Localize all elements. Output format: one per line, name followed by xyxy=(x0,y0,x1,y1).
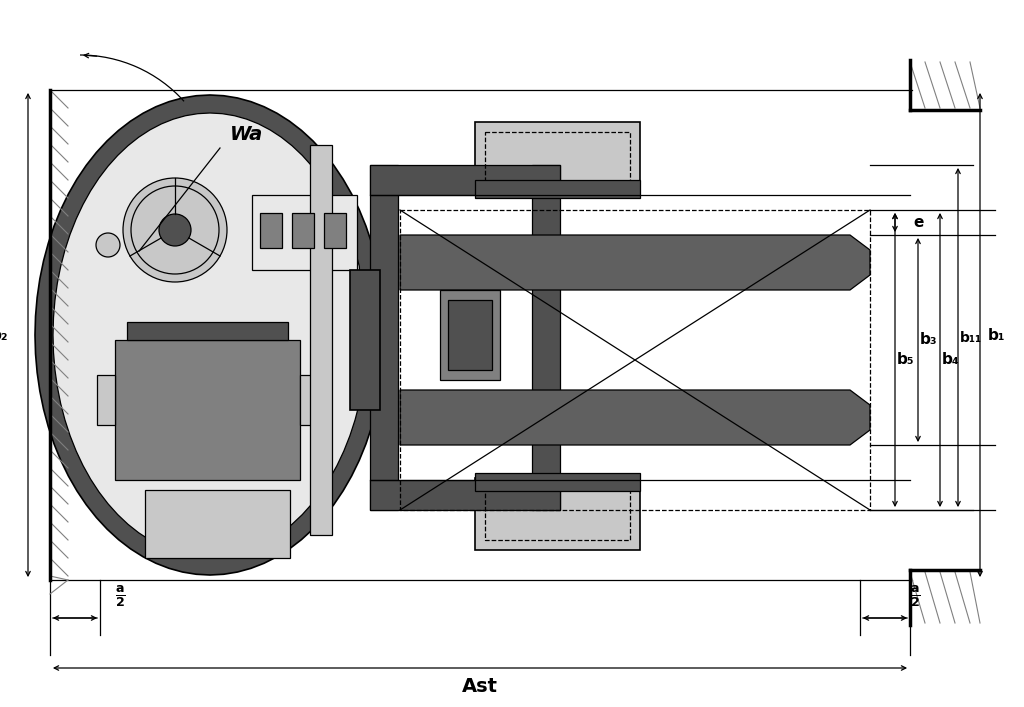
Polygon shape xyxy=(53,113,360,557)
Circle shape xyxy=(159,214,191,246)
Bar xyxy=(292,213,314,248)
Bar xyxy=(440,290,500,380)
Bar xyxy=(475,180,640,198)
Bar xyxy=(475,473,640,491)
Bar xyxy=(300,375,318,425)
Bar xyxy=(310,145,332,535)
Text: b₁₁: b₁₁ xyxy=(961,330,982,344)
Bar xyxy=(449,300,492,370)
Circle shape xyxy=(123,178,227,282)
Bar xyxy=(324,213,346,248)
Circle shape xyxy=(96,233,120,257)
Text: $\mathregular{\frac{a}{2}}$: $\mathregular{\frac{a}{2}}$ xyxy=(115,583,125,609)
Text: $\mathregular{\frac{a}{2}}$: $\mathregular{\frac{a}{2}}$ xyxy=(909,583,921,609)
Text: b₅: b₅ xyxy=(897,353,914,368)
Bar xyxy=(97,375,115,425)
Text: b₂: b₂ xyxy=(0,327,8,342)
Text: b₁: b₁ xyxy=(988,327,1006,342)
Bar xyxy=(475,122,640,194)
Bar xyxy=(127,322,288,340)
Text: b₄: b₄ xyxy=(942,353,959,368)
Polygon shape xyxy=(400,235,870,290)
Bar xyxy=(115,340,300,480)
Bar xyxy=(475,478,640,550)
Text: Ast: Ast xyxy=(462,677,498,696)
Bar xyxy=(370,480,560,510)
Text: Wa: Wa xyxy=(230,126,263,144)
Bar xyxy=(252,195,357,270)
Bar xyxy=(532,165,560,510)
Bar xyxy=(350,270,380,410)
Text: e: e xyxy=(913,215,924,230)
Bar xyxy=(370,165,398,510)
Polygon shape xyxy=(35,95,375,575)
Bar xyxy=(260,213,282,248)
Polygon shape xyxy=(400,390,870,445)
Bar xyxy=(145,490,290,558)
Text: b₃: b₃ xyxy=(920,332,938,348)
Bar xyxy=(370,165,560,195)
